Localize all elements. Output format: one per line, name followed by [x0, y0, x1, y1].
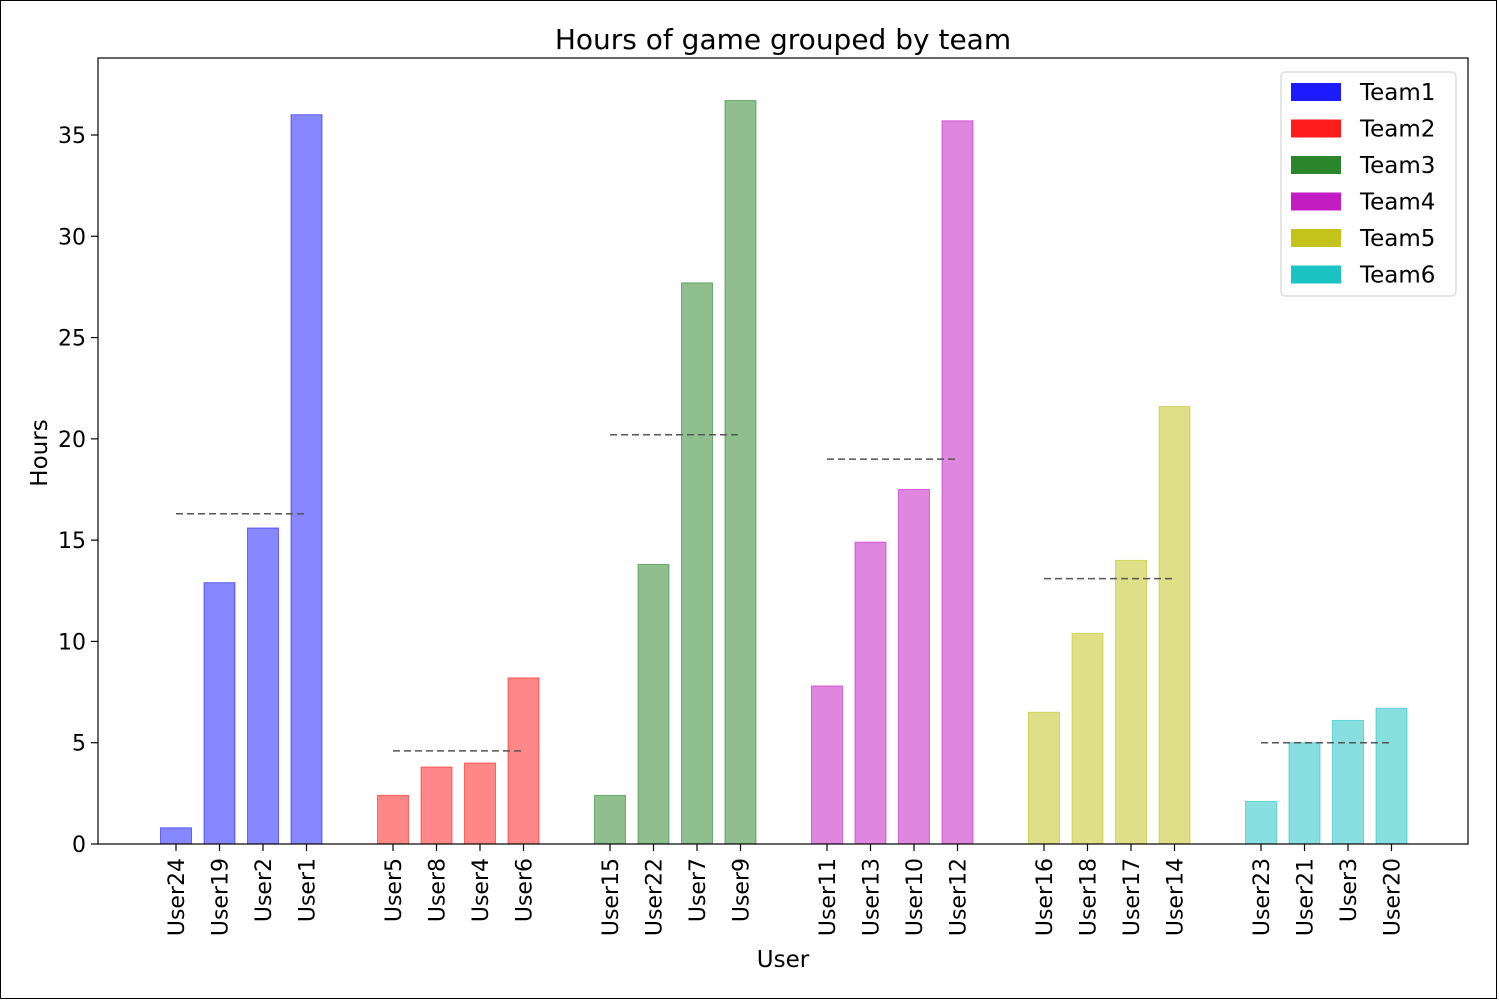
- x-tick-label: User15: [599, 858, 624, 936]
- x-tick-label: User5: [382, 858, 407, 922]
- bar: [941, 120, 974, 845]
- y-tick-label: 5: [72, 732, 86, 757]
- bar: [594, 794, 626, 845]
- x-axis: User24 User19 User2 User1 User5 User8 User4 Use…: [165, 844, 1406, 936]
- legend-label: Team3: [1359, 153, 1435, 179]
- legend-swatch: [1291, 192, 1341, 211]
- bar: [160, 827, 192, 845]
- x-tick-label: User18: [1077, 858, 1102, 936]
- x-axis-label: User: [757, 947, 810, 973]
- x-tick-label: User4: [469, 858, 494, 922]
- legend-swatch: [1291, 229, 1341, 247]
- bar: [290, 114, 323, 845]
- bar: [1375, 707, 1408, 845]
- legend-label: Team1: [1359, 80, 1435, 106]
- y-tick-label: 10: [58, 630, 86, 655]
- x-tick-label: User24: [165, 858, 190, 936]
- bar: [1245, 800, 1277, 845]
- bar: [507, 677, 540, 845]
- x-tick-label: User1: [296, 858, 321, 922]
- x-tick-label: User17: [1120, 858, 1145, 936]
- bar: [247, 527, 279, 845]
- y-tick-label: 25: [58, 327, 86, 352]
- x-tick-label: User12: [947, 858, 972, 936]
- bar: [1028, 711, 1060, 845]
- x-tick-label: User20: [1381, 858, 1406, 936]
- y-axis-label: Hours: [27, 419, 53, 486]
- x-tick-label: User14: [1164, 858, 1189, 936]
- legend-label: Team2: [1359, 117, 1435, 143]
- bar: [898, 488, 930, 845]
- y-tick-label: 0: [72, 833, 86, 858]
- bar: [681, 282, 713, 845]
- legend-label: Team5: [1359, 226, 1435, 252]
- bar: [420, 766, 453, 845]
- chart-title: Hours of game grouped by team: [555, 23, 1011, 56]
- legend-label: Team6: [1359, 263, 1435, 289]
- x-tick-label: User2: [252, 858, 277, 922]
- x-tick-label: User6: [513, 858, 538, 922]
- x-tick-label: User10: [903, 858, 928, 936]
- bar: [811, 685, 843, 845]
- x-tick-label: User23: [1250, 858, 1275, 936]
- legend-swatch: [1291, 119, 1341, 138]
- x-tick-label: User13: [860, 858, 885, 936]
- x-tick-label: User8: [426, 858, 451, 922]
- bar: [1332, 719, 1364, 845]
- legend-swatch: [1291, 265, 1341, 284]
- y-tick-label: 30: [58, 225, 86, 250]
- team-mean-lines: [176, 434, 1392, 752]
- legend-label: Team4: [1359, 190, 1435, 216]
- plot-area-border: [97, 57, 1469, 845]
- bar: [377, 794, 409, 845]
- bar: [203, 582, 236, 845]
- x-tick-label: User16: [1033, 858, 1058, 936]
- y-tick-label: 20: [58, 428, 86, 453]
- bar: [1071, 632, 1104, 845]
- y-tick-label: 35: [58, 124, 86, 149]
- bar: [637, 563, 670, 845]
- bar: [724, 100, 757, 845]
- x-tick-label: User11: [816, 858, 841, 936]
- y-axis: 0 5 10 15 20 25 30 35: [58, 124, 98, 858]
- bar: [1115, 559, 1147, 845]
- bar: [464, 762, 496, 845]
- x-tick-label: User3: [1337, 858, 1362, 922]
- legend: Team1 Team2 Team3 Team4 Team5 Team6: [1280, 71, 1457, 297]
- x-tick-label: User9: [730, 858, 755, 922]
- y-tick-label: 15: [58, 529, 86, 554]
- x-tick-label: User21: [1294, 858, 1319, 936]
- bars-group: [160, 100, 1408, 845]
- bar: [1288, 742, 1321, 845]
- x-tick-label: User22: [643, 858, 668, 936]
- x-tick-label: User7: [686, 858, 711, 922]
- bar: [1158, 405, 1191, 845]
- legend-swatch: [1291, 83, 1341, 101]
- x-tick-label: User19: [209, 858, 234, 936]
- bar: [854, 541, 887, 845]
- legend-swatch: [1291, 156, 1341, 174]
